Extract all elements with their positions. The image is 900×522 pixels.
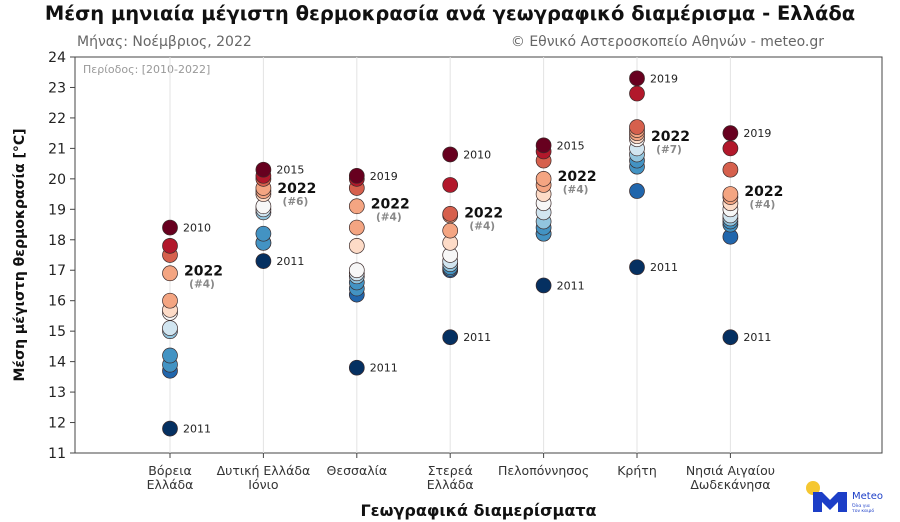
data-point xyxy=(629,183,645,199)
y-tick-label: 24 xyxy=(48,50,66,66)
data-point xyxy=(629,85,645,102)
data-point xyxy=(348,219,365,236)
data-point xyxy=(162,238,178,254)
y-tick-label: 12 xyxy=(48,416,66,432)
y-tick-label: 11 xyxy=(48,446,66,462)
x-tick-label: Δωδεκάνησα xyxy=(690,477,770,492)
data-point xyxy=(348,238,365,254)
data-point xyxy=(255,225,272,242)
rank-2022-label: (#7) xyxy=(656,144,682,156)
x-tick-label: Κρήτη xyxy=(617,463,657,478)
rank-2022-label: (#4) xyxy=(469,220,495,232)
highlight-year-label: 2022 xyxy=(558,169,597,185)
min-year-label: 2011 xyxy=(743,331,771,344)
data-point xyxy=(442,222,459,239)
data-point xyxy=(629,259,645,276)
x-axis-label: Γεωγραφικά διαμερίσματα xyxy=(360,501,596,520)
data-point xyxy=(629,70,645,87)
max-year-label: 2010 xyxy=(183,222,211,235)
highlight-year-label: 2022 xyxy=(371,196,410,212)
data-point xyxy=(442,206,459,222)
y-axis-label: Μέση μέγιστη θερμοκρασία [°C] xyxy=(12,128,28,381)
max-year-label: 2019 xyxy=(650,72,678,85)
chart-title: Μέση μηνιαία μέγιστη θερμοκρασία ανά γεω… xyxy=(44,2,856,25)
x-tick-label: Στερεά xyxy=(428,463,473,478)
x-tick-label: Νησιά Αιγαίου xyxy=(686,463,775,478)
max-year-label: 2019 xyxy=(370,170,398,183)
x-tick-label: Ελλάδα xyxy=(427,477,474,492)
x-tick-label: Θεσσαλία xyxy=(327,463,388,478)
data-point xyxy=(348,359,365,376)
rank-2022-label: (#4) xyxy=(750,199,776,211)
data-point xyxy=(162,320,178,336)
x-tick-label: Ελλάδα xyxy=(147,477,194,492)
max-year-label: 2015 xyxy=(276,164,304,177)
logo-name: Meteo xyxy=(852,491,883,502)
min-year-label: 2011 xyxy=(557,279,585,292)
y-tick-label: 20 xyxy=(48,172,66,188)
rank-2022-label: (#6) xyxy=(283,196,309,208)
plot-frame xyxy=(74,56,883,454)
data-point xyxy=(722,140,739,157)
data-point xyxy=(442,329,459,346)
highlight-year-label: 2022 xyxy=(184,263,223,279)
y-tick-label: 18 xyxy=(48,233,66,249)
max-year-label: 2019 xyxy=(743,127,771,140)
data-point xyxy=(442,177,459,193)
y-tick-label: 19 xyxy=(48,202,66,218)
subtitle-credit: © Εθνικό Αστεροσκοπείο Αθηνών - meteo.gr xyxy=(510,34,824,50)
y-tick-label: 13 xyxy=(48,385,66,401)
data-point xyxy=(162,265,178,282)
y-tick-label: 21 xyxy=(48,141,66,157)
data-point xyxy=(348,167,365,184)
y-tick-label: 17 xyxy=(48,263,66,279)
data-point xyxy=(629,119,645,135)
logo-tagline-2: τον καιρό xyxy=(852,507,874,514)
rank-2022-label: (#4) xyxy=(376,211,402,223)
min-year-label: 2011 xyxy=(463,331,491,344)
data-point xyxy=(162,347,178,364)
data-point xyxy=(348,262,365,279)
x-tick-label: Ιόνιο xyxy=(248,477,278,492)
subtitle-month: Μήνας: Νοέμβριος, 2022 xyxy=(77,34,252,50)
rank-2022-label: (#4) xyxy=(189,278,215,290)
meteo-logo: Meteo Όλα για τον καιρό xyxy=(806,481,883,514)
data-point xyxy=(722,125,739,142)
data-point xyxy=(535,277,552,294)
logo-tagline-1: Όλα για xyxy=(851,502,870,509)
data-point xyxy=(255,161,272,178)
data-point xyxy=(722,186,739,202)
data-point xyxy=(535,137,552,154)
highlight-year-label: 2022 xyxy=(744,184,783,200)
y-tick-label: 23 xyxy=(48,80,66,96)
y-tick-label: 22 xyxy=(48,111,66,127)
x-tick-label: Πελοπόννησος xyxy=(498,463,589,478)
min-year-label: 2011 xyxy=(183,423,211,436)
data-point xyxy=(348,198,365,215)
highlight-year-label: 2022 xyxy=(464,205,503,221)
x-tick-label: Βόρεια xyxy=(148,463,191,478)
period-label: Περίοδος: [2010-2022] xyxy=(83,63,210,76)
min-year-label: 2011 xyxy=(276,255,304,268)
data-point xyxy=(162,420,178,437)
data-point xyxy=(722,329,739,346)
min-year-label: 2011 xyxy=(370,362,398,375)
x-tick-label: Δυτική Ελλάδα xyxy=(217,463,311,478)
y-tick-label: 16 xyxy=(48,294,66,310)
data-point xyxy=(255,253,272,269)
highlight-year-label: 2022 xyxy=(277,181,316,197)
min-year-label: 2011 xyxy=(650,261,678,274)
data-point xyxy=(535,170,552,187)
data-point xyxy=(162,292,178,309)
data-point xyxy=(162,219,178,236)
max-year-label: 2015 xyxy=(557,139,585,152)
data-point xyxy=(442,146,459,163)
data-point xyxy=(722,161,739,178)
max-year-label: 2010 xyxy=(463,148,491,161)
y-tick-label: 14 xyxy=(48,355,66,371)
rank-2022-label: (#4) xyxy=(563,184,589,196)
y-tick-label: 15 xyxy=(48,324,66,340)
highlight-year-label: 2022 xyxy=(651,129,690,145)
